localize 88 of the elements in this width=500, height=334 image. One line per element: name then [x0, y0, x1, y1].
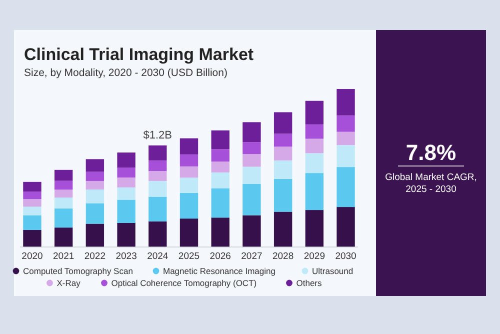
- bar: [305, 153, 324, 174]
- bar: [211, 218, 230, 247]
- bar: [148, 221, 167, 247]
- bar: [336, 132, 355, 146]
- bar: [211, 172, 230, 188]
- x-tick-label: 2025: [178, 251, 200, 262]
- bar: [54, 228, 73, 247]
- bar: [336, 167, 355, 208]
- bar: [274, 134, 292, 147]
- bar: [86, 189, 104, 204]
- bar: [117, 168, 136, 178]
- bar: [305, 138, 324, 154]
- bar: [180, 138, 198, 154]
- bar: [148, 180, 167, 197]
- bar: [211, 149, 230, 162]
- bar: [54, 208, 73, 228]
- bar: [211, 188, 230, 218]
- annotation: $1.2B: [143, 129, 172, 142]
- x-tick-label: 2024: [147, 251, 168, 262]
- bar: [54, 198, 73, 208]
- x-tick-label: 2023: [116, 251, 137, 262]
- bar: [242, 122, 261, 142]
- bar: [180, 154, 198, 166]
- bar: [211, 130, 230, 150]
- bar: [23, 215, 42, 230]
- bar: [117, 152, 136, 168]
- chart-title: Clinical Trial Imaging Market: [24, 45, 254, 64]
- bar: [23, 192, 42, 200]
- bar: [274, 160, 292, 179]
- bar: [117, 187, 136, 200]
- legend-label: Computed Tomography Scan: [23, 266, 134, 276]
- bar: [180, 192, 198, 219]
- text: Global Market CAGR, 2025 - 2030: [385, 172, 477, 195]
- bar: [242, 142, 261, 154]
- bar: [23, 182, 42, 192]
- bar: [336, 115, 355, 132]
- x-tick-label: 2020: [22, 251, 43, 262]
- legend-label: X-Ray: [56, 278, 82, 288]
- bar: [180, 166, 198, 178]
- bar: [117, 200, 136, 223]
- bar: [336, 145, 355, 168]
- x-tick-label: 2026: [210, 251, 231, 262]
- bar: [274, 112, 292, 134]
- legend-label: Ultrasound: [312, 266, 354, 276]
- bar: [305, 124, 324, 139]
- bar: [180, 218, 198, 247]
- bar: [54, 180, 73, 190]
- bar: [211, 162, 230, 172]
- bar: [86, 180, 104, 190]
- bar: [305, 173, 324, 210]
- bar: [86, 203, 104, 224]
- x-tick-label: 2022: [84, 251, 106, 262]
- bar: [23, 199, 42, 207]
- bar: [148, 160, 167, 171]
- bar: [242, 184, 261, 216]
- bar: [305, 210, 324, 247]
- bar: [54, 190, 73, 198]
- text: 7.8%: [406, 140, 456, 165]
- x-tick-label: 2028: [272, 251, 294, 262]
- bar: [180, 178, 198, 193]
- legend-label: Magnetic Resonance Imaging: [163, 266, 276, 276]
- bar: [274, 212, 292, 247]
- x-tick-label: 2027: [241, 251, 262, 262]
- bar: [242, 166, 261, 184]
- x-tick-label: 2021: [53, 251, 74, 262]
- x-tick-label: 2030: [335, 251, 356, 262]
- bar: [242, 154, 261, 167]
- bar: [148, 196, 167, 222]
- bar: [54, 170, 73, 181]
- bar: [86, 172, 104, 181]
- bar: [86, 224, 104, 247]
- chart-subtitle: Size, by Modality, 2020 - 2030 (USD Billion): [24, 67, 228, 79]
- legend-label: Optical Coherence Tomography (OCT): [111, 278, 257, 288]
- bar: [242, 215, 261, 247]
- bar: [148, 145, 167, 160]
- bar: [148, 171, 167, 181]
- bar: [336, 207, 355, 247]
- legend-label: Others: [296, 278, 322, 288]
- bar: [305, 100, 324, 124]
- bar: [86, 159, 104, 172]
- bar: [274, 178, 292, 212]
- bar: [23, 230, 42, 247]
- bar: [336, 89, 355, 116]
- bar: [23, 206, 42, 216]
- bar: [117, 177, 136, 188]
- bar: [117, 222, 136, 247]
- x-tick-label: 2029: [304, 251, 325, 262]
- bar: [274, 146, 292, 160]
